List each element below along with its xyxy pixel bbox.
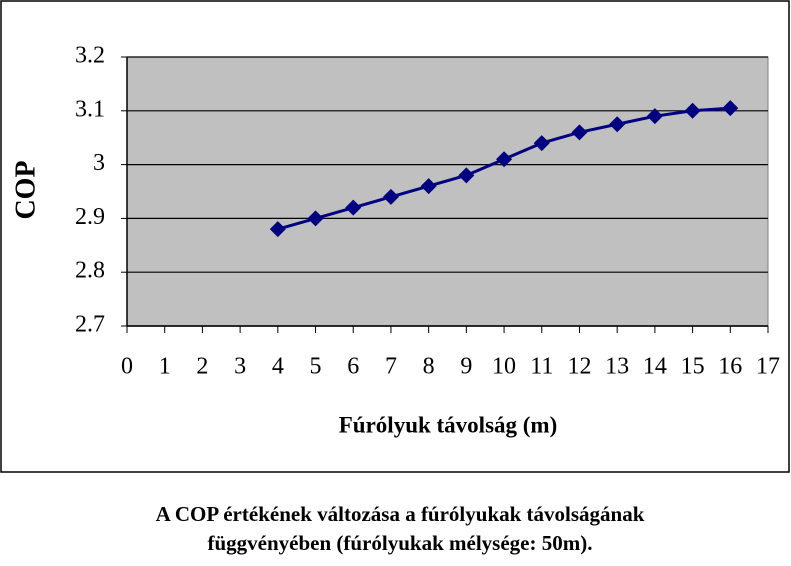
- caption: A COP értékének változása a fúrólyukak t…: [156, 502, 645, 526]
- x-tick-label: 17: [756, 354, 780, 380]
- data-point: [382, 188, 399, 205]
- x-tick-label: 8: [423, 354, 435, 380]
- x-tick-label: 2: [196, 354, 208, 380]
- data-point: [646, 108, 663, 125]
- data-point: [533, 135, 550, 152]
- x-axis-label: Fúrólyuk távolság (m): [339, 412, 558, 437]
- x-tick-label: 6: [347, 354, 359, 380]
- data-point: [420, 178, 437, 195]
- x-tick-label: 9: [460, 354, 472, 380]
- x-tick-label: 15: [681, 354, 705, 380]
- x-tick-label: 11: [530, 354, 553, 380]
- x-tick-label: 12: [567, 354, 591, 380]
- y-tick-label: 2.9: [75, 204, 105, 230]
- data-point: [571, 124, 588, 141]
- data-point: [458, 167, 475, 184]
- y-tick-label: 3: [93, 150, 105, 176]
- data-point: [345, 199, 362, 216]
- x-tick-label: 14: [643, 354, 667, 380]
- data-point: [684, 102, 701, 119]
- caption: függvényében (fúrólyukak mélysége: 50m).: [208, 531, 593, 555]
- x-tick-label: 16: [718, 354, 742, 380]
- y-axis-label: COP: [10, 160, 41, 219]
- data-point: [307, 210, 324, 227]
- plot-area: [126, 56, 769, 327]
- data-point: [722, 100, 739, 117]
- x-tick-label: 0: [121, 354, 133, 380]
- x-tick-label: 5: [310, 354, 322, 380]
- x-tick-label: 1: [159, 354, 171, 380]
- x-tick-label: 3: [234, 354, 246, 380]
- x-tick-label: 10: [492, 354, 516, 380]
- data-point: [269, 221, 286, 238]
- y-tick-label: 2.8: [75, 258, 105, 284]
- data-point: [496, 151, 513, 168]
- x-tick-label: 4: [272, 354, 284, 380]
- y-tick-label: 3.2: [75, 43, 105, 69]
- x-tick-label: 7: [385, 354, 397, 380]
- y-tick-label: 3.1: [75, 96, 105, 122]
- x-tick-label: 13: [605, 354, 629, 380]
- data-point: [609, 116, 626, 133]
- y-tick-label: 2.7: [75, 312, 105, 338]
